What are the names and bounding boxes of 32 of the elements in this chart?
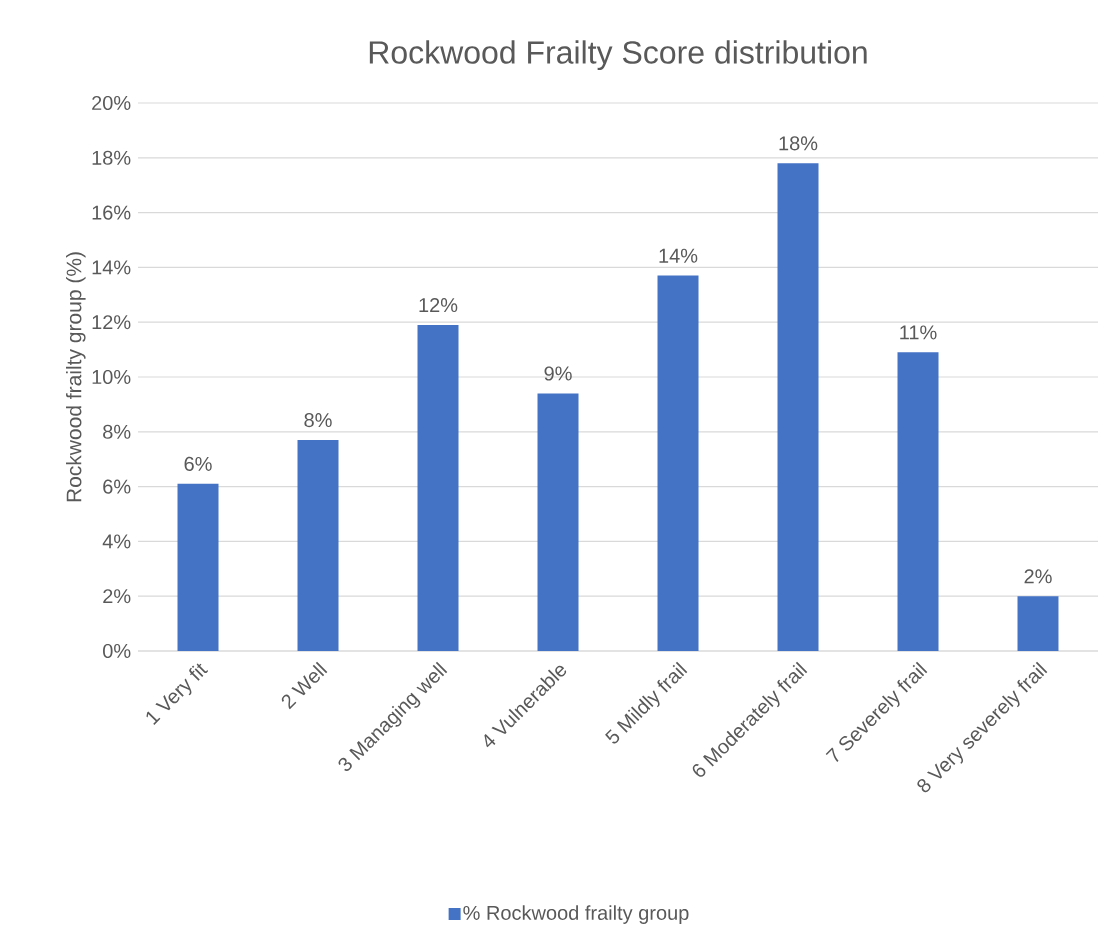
- y-tick-label: 10%: [92, 369, 131, 385]
- data-label: 11%: [900, 325, 937, 340]
- legend-label: % Rockwood frailty group: [463, 905, 689, 924]
- bar: [177, 483, 219, 651]
- bar: [657, 275, 699, 651]
- bar: [897, 352, 939, 651]
- data-label: 2%: [1024, 569, 1052, 584]
- bar: [417, 324, 459, 651]
- data-label: 18%: [779, 136, 818, 151]
- data-label: 8%: [304, 412, 332, 428]
- y-tick-label: 2%: [103, 589, 131, 604]
- y-tick-label: 20%: [92, 95, 131, 111]
- data-label: 9%: [544, 366, 572, 381]
- data-label: 14%: [659, 248, 698, 263]
- x-tick-label: 2 Well: [281, 661, 328, 710]
- y-tick-label: 0%: [103, 643, 131, 659]
- bar: [1017, 596, 1059, 651]
- chart-title: Rockwood Frailty Score distribution: [369, 40, 867, 71]
- y-tick-label: 16%: [92, 205, 131, 220]
- data-label: 6%: [184, 456, 212, 471]
- y-tick-label: 6%: [103, 479, 131, 494]
- y-tick-label: 12%: [92, 315, 131, 330]
- y-tick-label: 14%: [92, 260, 131, 275]
- x-tick-label: 1 Very fit: [146, 663, 209, 725]
- bar: [777, 163, 819, 651]
- y-tick-label: 4%: [102, 534, 131, 549]
- y-tick-label: 8%: [103, 424, 131, 439]
- bar: [297, 440, 339, 651]
- y-axis-title: Rockwood frailty group (%): [66, 252, 86, 502]
- y-tick-label: 18%: [92, 150, 131, 165]
- bar: [537, 393, 579, 651]
- data-label: 12%: [419, 297, 458, 313]
